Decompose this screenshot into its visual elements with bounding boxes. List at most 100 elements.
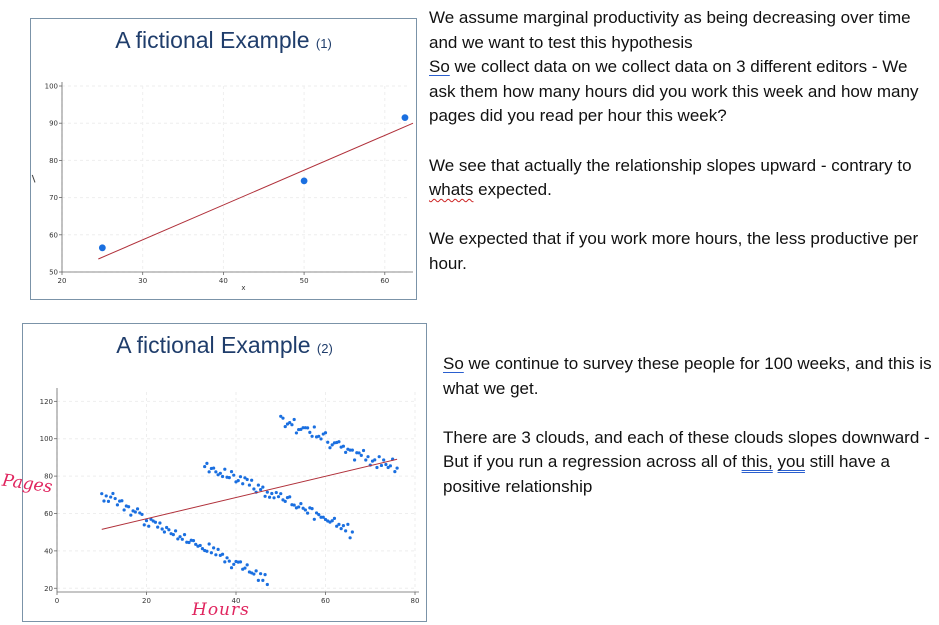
paragraph: So we continue to survey these people fo…	[443, 352, 933, 401]
data-point	[279, 414, 283, 418]
data-point	[129, 513, 133, 517]
data-point	[180, 537, 184, 541]
data-point	[250, 478, 254, 482]
data-point	[312, 517, 316, 521]
y-tick-label: 80	[49, 157, 58, 165]
y-tick-label: 60	[49, 231, 58, 239]
x-tick-label: 50	[300, 277, 309, 285]
chart-title-main: A fictional Example	[115, 27, 310, 53]
data-point	[261, 578, 265, 583]
data-point	[312, 425, 316, 429]
chart-panel-2: A fictional Example (2) 0 20 40 60 80 20 40 60 8…	[22, 323, 427, 622]
data-point	[344, 529, 348, 533]
data-point	[310, 434, 314, 438]
data-point	[229, 566, 234, 570]
x-tick-label: 0	[55, 597, 59, 605]
chart-title-1: A fictional Example (1)	[31, 27, 416, 54]
data-point	[187, 540, 191, 545]
chart-title-sub: (1)	[315, 36, 332, 51]
data-point	[267, 495, 272, 499]
data-point	[274, 490, 278, 495]
data-point	[212, 546, 216, 550]
y-tick-label: 100	[45, 83, 58, 91]
data-point	[366, 455, 370, 459]
paragraph: So we collect data on we collect data on…	[429, 55, 934, 129]
data-point	[272, 496, 276, 500]
data-point	[115, 503, 120, 507]
data-point	[220, 552, 225, 556]
data-point	[111, 491, 115, 496]
data-point	[346, 522, 350, 526]
data-point	[332, 516, 337, 520]
data-point	[241, 482, 245, 486]
x-tick-label: 20	[58, 277, 67, 285]
data-point	[299, 427, 303, 431]
data-point	[395, 466, 399, 470]
data-point	[323, 431, 328, 435]
x-axis-label: x	[241, 284, 245, 292]
x-tick-label: 20	[142, 597, 151, 605]
data-point	[252, 487, 256, 491]
regression-line	[98, 122, 414, 260]
data-point	[350, 530, 354, 534]
data-point	[178, 535, 182, 539]
data-point	[263, 494, 267, 498]
data-point	[252, 572, 256, 576]
data-point	[263, 573, 267, 577]
x-tick-label: 80	[411, 597, 420, 605]
data-point	[212, 466, 216, 470]
data-point	[245, 477, 249, 482]
explanation-text-1: We assume marginal productivity as being…	[429, 6, 934, 277]
text-segment: we continue to survey these people for 1…	[443, 354, 932, 398]
data-point	[227, 476, 231, 480]
data-point	[106, 499, 111, 503]
data-point	[225, 556, 229, 560]
data-point	[388, 464, 392, 468]
data-point	[176, 537, 180, 541]
paragraph: We assume marginal productivity as being…	[429, 6, 934, 55]
text-segment: So	[429, 57, 450, 77]
chart-panel-1: A fictional Example (1) 20 30 40 50 60 50 60 70…	[30, 18, 417, 300]
data-point	[205, 549, 209, 553]
y-tick-label: 20	[44, 585, 53, 593]
x-tick-label: 30	[138, 277, 147, 285]
data-point	[375, 465, 379, 470]
data-point	[245, 563, 249, 567]
data-point	[153, 520, 158, 524]
data-point	[292, 417, 296, 422]
data-point	[319, 437, 323, 441]
data-point	[203, 464, 207, 469]
data-point	[348, 448, 352, 452]
x-tick-label: 60	[380, 277, 389, 285]
data-point	[297, 505, 301, 509]
data-point	[317, 513, 321, 517]
data-point	[301, 426, 305, 430]
text-segment: expected.	[473, 180, 552, 200]
data-point	[326, 440, 330, 444]
data-point	[238, 560, 243, 564]
data-point	[279, 492, 283, 496]
data-point	[350, 448, 354, 452]
data-point	[306, 426, 310, 430]
data-point	[377, 455, 381, 459]
data-point	[379, 463, 384, 468]
data-point	[330, 443, 334, 447]
data-point	[359, 453, 363, 457]
data-point	[127, 505, 131, 509]
data-point	[314, 511, 319, 515]
data-point	[135, 507, 140, 511]
data-point	[288, 495, 292, 499]
data-point	[142, 523, 146, 527]
data-point	[341, 444, 345, 448]
data-point	[254, 569, 258, 573]
data-point	[198, 543, 202, 548]
data-point	[270, 491, 274, 496]
data-point	[256, 483, 260, 487]
data-point	[364, 458, 368, 462]
data-point	[386, 465, 390, 470]
data-point	[352, 458, 357, 462]
paragraph: We see that actually the relationship sl…	[429, 154, 934, 203]
data-point	[259, 487, 263, 492]
data-point	[265, 582, 269, 587]
data-point	[113, 496, 117, 501]
